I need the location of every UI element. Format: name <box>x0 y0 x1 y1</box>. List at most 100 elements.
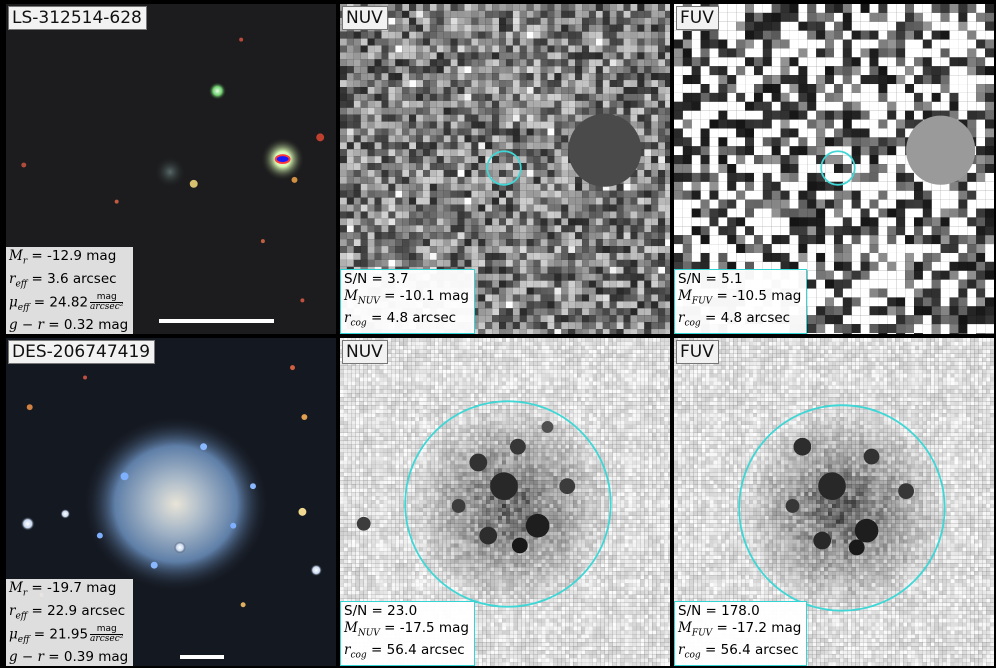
ls-reff-value: 3.6 arcsec <box>47 270 117 287</box>
star-forming-clump <box>559 478 576 495</box>
aperture-circle <box>738 404 946 612</box>
des-mueff-unit: mag arcsec² <box>90 624 124 644</box>
des-nuv-sn: S/N = 23.0 <box>344 603 418 620</box>
des-nuv-rcog-row: rcog = 56.4 arcsec <box>344 641 465 661</box>
mfuv-symbol: M <box>678 287 692 304</box>
panel-des-optical: Mr = -19.7 mag reff = 22.9 arcsec μeff =… <box>4 336 338 668</box>
rcog-symbol: r <box>344 641 351 658</box>
aperture-circle <box>486 150 522 186</box>
ls-nuv-sn: S/N = 3.7 <box>344 271 409 288</box>
mueff-symbol: μ <box>9 294 18 311</box>
ls-nuv-title: NUV <box>342 6 388 30</box>
reff-symbol: r <box>9 602 16 619</box>
des-nuv-mag-row: MNUV = -17.5 mag <box>344 619 469 639</box>
ls-fuv-title: FUV <box>676 6 719 30</box>
des-reff-value: 22.9 arcsec <box>47 602 126 619</box>
rcog-symbol: r <box>678 309 685 326</box>
ls-nuv-mag-row: MNUV = -10.1 mag <box>344 287 469 307</box>
gr-symbol: g − r <box>9 648 44 665</box>
mfuv-subscript: FUV <box>691 628 713 639</box>
ls-fuv-sn: S/N = 5.1 <box>678 271 743 288</box>
aperture-circle <box>404 400 612 608</box>
ls-scale-bar <box>159 319 274 323</box>
gr-symbol: g − r <box>9 316 44 333</box>
aperture-circle <box>820 150 856 186</box>
mnuv-symbol: M <box>344 619 358 636</box>
ls-nuv-rcog-value: 4.8 arcsec <box>386 309 457 326</box>
des-fuv-title: FUV <box>676 340 719 364</box>
mueff-subscript: eff <box>17 303 30 313</box>
ls-mr-value: -12.9 mag <box>47 248 117 265</box>
mnuv-symbol: M <box>344 287 358 304</box>
star-forming-clump <box>511 537 528 554</box>
mr-symbol: M <box>9 580 23 597</box>
ls-nuv-mag-value: -10.1 mag <box>399 287 469 304</box>
mueff-symbol: μ <box>9 626 18 643</box>
masked-source <box>906 115 976 185</box>
star-forming-clump <box>863 448 880 465</box>
mfuv-symbol: M <box>678 619 692 636</box>
mnuv-subscript: NUV <box>357 296 380 307</box>
ls-nuv-info: S/N = 3.7 MNUV = -10.1 mag rcog = 4.8 ar… <box>340 269 475 334</box>
star-forming-clump <box>848 539 865 556</box>
panel-ls-optical: Mr = -12.9 mag reff = 3.6 arcsec μeff = … <box>4 2 338 336</box>
mr-subscript: r <box>22 589 28 600</box>
star-forming-clump <box>541 420 554 433</box>
rcog-subscript: cog <box>350 650 367 661</box>
star-forming-clump <box>469 453 488 472</box>
des-nuv-mag-value: -17.5 mag <box>399 619 469 636</box>
ls-mr-row: Mr = -12.9 mag <box>9 248 117 268</box>
star-forming-clump <box>898 483 914 500</box>
ls-fuv-mag-row: MFUV = -10.5 mag <box>678 287 802 307</box>
rcog-symbol: r <box>678 641 685 658</box>
panel-des-fuv: S/N = 178.0 MFUV = -17.2 mag rcog = 56.4… <box>672 336 996 668</box>
unit-denominator: arcsec² <box>90 633 124 644</box>
reff-symbol: r <box>9 270 16 287</box>
des-nuv-rcog-value: 56.4 arcsec <box>386 641 465 658</box>
ls-gr-value: 0.32 mag <box>63 316 129 333</box>
mueff-subscript: eff <box>17 635 30 645</box>
star-forming-clump <box>509 438 526 455</box>
des-mr-row: Mr = -19.7 mag <box>9 580 117 600</box>
rcog-subscript: cog <box>684 650 701 661</box>
des-title: DES-206747419 <box>8 340 156 364</box>
des-fuv-sn: S/N = 178.0 <box>678 603 760 620</box>
des-nuv-title: NUV <box>342 340 388 364</box>
unit-numerator: mag <box>90 292 124 303</box>
star-forming-clump <box>479 526 498 545</box>
star-forming-clump <box>793 437 812 456</box>
mr-symbol: M <box>9 248 23 265</box>
rcog-symbol: r <box>344 309 351 326</box>
star-forming-clump <box>813 531 832 550</box>
mnuv-subscript: NUV <box>357 628 380 639</box>
des-fuv-rcog-value: 56.4 arcsec <box>720 641 799 658</box>
rcog-subscript: cog <box>350 318 367 329</box>
ls-fuv-info: S/N = 5.1 MFUV = -10.5 mag rcog = 4.8 ar… <box>674 269 808 334</box>
unit-denominator: arcsec² <box>90 301 124 312</box>
panel-ls-fuv: S/N = 5.1 MFUV = -10.5 mag rcog = 4.8 ar… <box>672 2 996 336</box>
star-forming-clump <box>818 472 846 501</box>
ls-nuv-rcog-row: rcog = 4.8 arcsec <box>344 309 457 329</box>
star-forming-clump <box>854 518 879 543</box>
des-fuv-mag-value: -17.2 mag <box>732 619 802 636</box>
ls-mueff-unit: mag arcsec² <box>90 292 124 312</box>
des-gr-row: g − r = 0.39 mag <box>9 648 129 665</box>
des-scale-bar <box>180 655 224 659</box>
ls-gr-row: g − r = 0.32 mag <box>9 316 129 333</box>
des-reff-row: reff = 22.9 arcsec <box>9 602 126 622</box>
des-nuv-info: S/N = 23.0 MNUV = -17.5 mag rcog = 56.4 … <box>340 601 475 666</box>
ls-nuv-image <box>340 4 670 334</box>
ls-title: LS-312514-628 <box>8 6 147 30</box>
ls-mueff-row: μeff = 24.82 mag arcsec² <box>9 291 124 313</box>
ls-fuv-rcog-row: rcog = 4.8 arcsec <box>678 309 791 329</box>
mr-subscript: r <box>22 257 28 268</box>
ls-reff-row: reff = 3.6 arcsec <box>9 270 117 290</box>
des-mr-value: -19.7 mag <box>47 580 117 597</box>
ls-fuv-mag-value: -10.5 mag <box>732 287 802 304</box>
des-mueff-value: 21.95 <box>49 626 89 643</box>
des-mueff-row: μeff = 21.95 mag arcsec² <box>9 623 124 645</box>
des-optical-info: Mr = -19.7 mag reff = 22.9 arcsec μeff =… <box>6 579 134 666</box>
ls-fuv-rcog-value: 4.8 arcsec <box>720 309 791 326</box>
star-forming-clump <box>451 499 466 513</box>
